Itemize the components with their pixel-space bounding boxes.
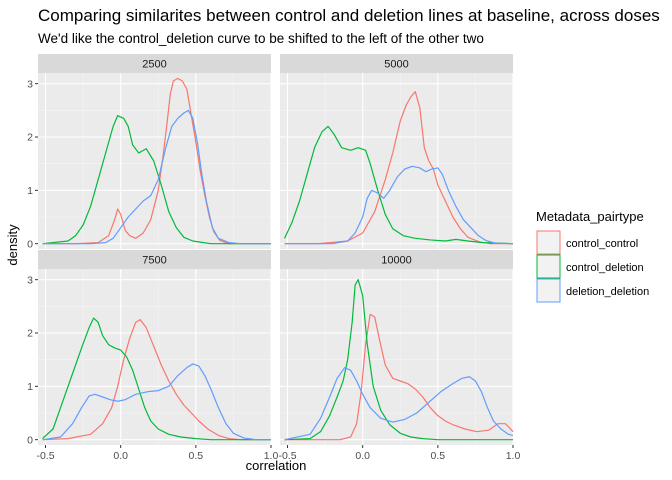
facet-panel-5000: 5000 xyxy=(280,54,514,249)
density-line-deletion_deletion xyxy=(42,363,271,441)
y-tick-label: 2 xyxy=(27,328,33,340)
legend-item-control_control: control_control xyxy=(536,230,638,255)
facet-strip xyxy=(280,250,513,269)
panel-background xyxy=(280,269,513,445)
facet-panels: 2500 5000 7500 10000 xyxy=(38,54,514,445)
facet-strip xyxy=(38,250,271,269)
x-tick-label: 0.0 xyxy=(113,450,128,462)
legend-title: Metadata_pairtype xyxy=(536,209,644,224)
facet-strip-label: 7500 xyxy=(142,255,166,267)
x-tick-label: 0.5 xyxy=(189,450,204,462)
y-tick-label: 2 xyxy=(27,132,33,144)
facet-strip xyxy=(280,54,513,73)
gridlines xyxy=(38,269,272,445)
chart-subtitle: We'd like the control_deletion curve to … xyxy=(38,31,484,46)
y-tick-label: 3 xyxy=(27,274,33,286)
panel-background xyxy=(38,73,271,249)
x-axis-ticks: -0.5 0.0 0.5 1.0 -0.5 0.0 0.5 1.0 xyxy=(36,445,520,462)
density-line-control_deletion xyxy=(284,279,513,441)
y-tick-label: 0 xyxy=(27,434,33,446)
panel-background xyxy=(280,73,513,249)
y-tick-label: 3 xyxy=(27,78,33,90)
facet-panel-10000: 10000 xyxy=(280,250,514,445)
legend-key-deletion_deletion xyxy=(536,278,561,303)
legend-item-control_deletion: control_deletion xyxy=(536,254,644,279)
x-tick-label: -0.5 xyxy=(36,450,54,462)
density-line-deletion_deletion xyxy=(284,165,514,245)
legend: Metadata_pairtype control_controlcontrol… xyxy=(536,209,649,303)
x-tick-label: 0.5 xyxy=(431,450,446,462)
density-line-deletion_deletion xyxy=(284,367,514,441)
density-line-deletion_deletion xyxy=(42,109,271,245)
legend-label: deletion_deletion xyxy=(566,286,649,298)
y-tick-label: 1 xyxy=(27,185,33,197)
legend-key-control_control xyxy=(536,230,561,255)
facet-strip xyxy=(38,54,271,73)
x-axis-title: correlation xyxy=(246,458,307,473)
y-tick-label: 0 xyxy=(27,238,33,250)
legend-label: control_control xyxy=(566,238,638,250)
density-line-control_control xyxy=(42,319,271,441)
x-tick-label: -0.5 xyxy=(278,450,296,462)
y-axis-ticks: 0 1 2 3 0 1 2 3 xyxy=(27,78,38,446)
density-line-control_deletion xyxy=(283,125,514,245)
chart-title: Comparing similarites between control an… xyxy=(38,6,660,25)
y-tick-label: 1 xyxy=(27,381,33,393)
density-line-control_control xyxy=(284,91,513,245)
legend-label: control_deletion xyxy=(566,262,644,274)
density-line-control_deletion xyxy=(42,317,271,441)
facet-strip-label: 2500 xyxy=(142,59,166,71)
density-line-control_deletion xyxy=(42,115,271,245)
facet-strip-label: 10000 xyxy=(381,255,412,267)
legend-item-deletion_deletion: deletion_deletion xyxy=(536,278,649,303)
facet-panel-2500: 2500 xyxy=(38,54,272,249)
facet-panel-7500: 7500 xyxy=(38,250,272,445)
x-tick-label: 1.0 xyxy=(506,450,521,462)
x-tick-label: 1.0 xyxy=(264,450,279,462)
facet-strip-label: 5000 xyxy=(384,59,408,71)
y-axis-title: density xyxy=(5,224,20,266)
legend-key-control_deletion xyxy=(536,254,561,279)
x-tick-label: 0.0 xyxy=(355,450,370,462)
panel-background xyxy=(38,269,271,445)
